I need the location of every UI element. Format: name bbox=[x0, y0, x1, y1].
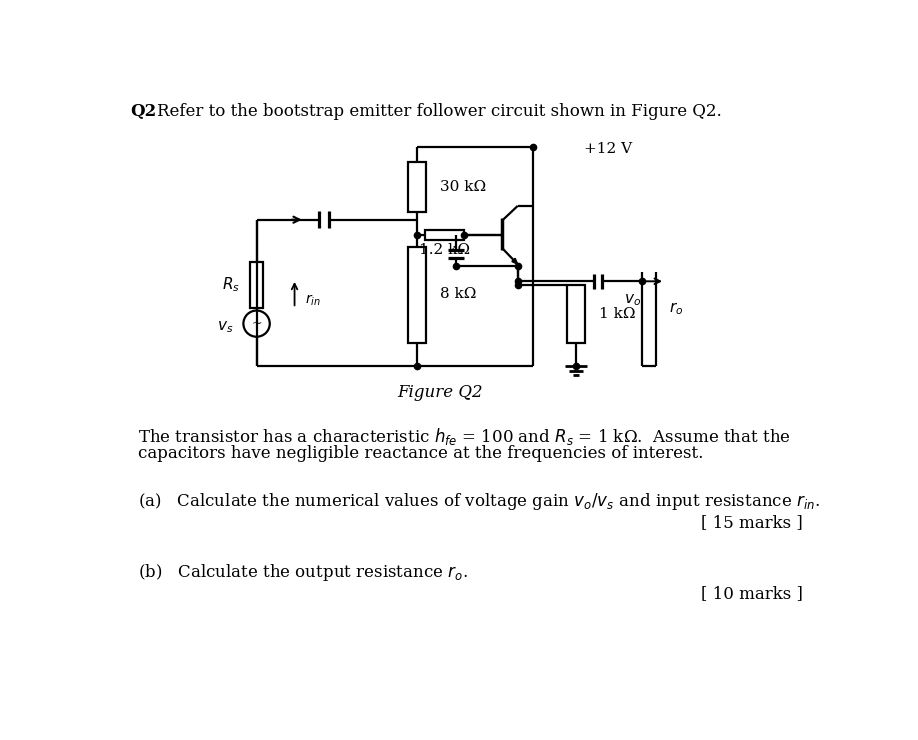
Bar bbox=[425, 229, 464, 241]
Text: [ 15 marks ]: [ 15 marks ] bbox=[701, 514, 803, 531]
Text: 30 kΩ: 30 kΩ bbox=[441, 180, 487, 194]
Bar bbox=[408, 246, 426, 343]
Text: [ 10 marks ]: [ 10 marks ] bbox=[701, 585, 803, 602]
Text: Figure Q2: Figure Q2 bbox=[397, 385, 483, 401]
Polygon shape bbox=[512, 258, 518, 264]
Text: +12 V: +12 V bbox=[584, 142, 632, 156]
Text: 8 kΩ: 8 kΩ bbox=[441, 287, 476, 301]
Text: Q2: Q2 bbox=[130, 103, 156, 120]
Text: 1 kΩ: 1 kΩ bbox=[599, 306, 635, 320]
Text: capacitors have negligible reactance at the frequencies of interest.: capacitors have negligible reactance at … bbox=[138, 445, 703, 462]
Text: $r_o$: $r_o$ bbox=[669, 300, 683, 317]
Text: 1.2 kΩ: 1.2 kΩ bbox=[419, 243, 470, 258]
Text: ~: ~ bbox=[252, 317, 262, 330]
Bar bbox=[251, 262, 263, 309]
Text: $R_s$: $R_s$ bbox=[221, 276, 240, 295]
Text: Refer to the bootstrap emitter follower circuit shown in Figure Q2.: Refer to the bootstrap emitter follower … bbox=[157, 103, 722, 120]
Text: The transistor has a characteristic $h_{fe}$ = 100 and $R_s$ = 1 kΩ.  Assume tha: The transistor has a characteristic $h_{… bbox=[138, 426, 791, 447]
Text: (a)   Calculate the numerical values of voltage gain $v_o/v_s$ and input resista: (a) Calculate the numerical values of vo… bbox=[138, 491, 820, 512]
Bar bbox=[566, 285, 585, 343]
Text: $v_s$: $v_s$ bbox=[217, 320, 233, 335]
Text: $v_o$: $v_o$ bbox=[624, 293, 641, 309]
Text: $r_{in}$: $r_{in}$ bbox=[305, 293, 320, 309]
Text: (b)   Calculate the output resistance $r_o$.: (b) Calculate the output resistance $r_o… bbox=[138, 562, 468, 583]
Bar bbox=[408, 162, 426, 212]
